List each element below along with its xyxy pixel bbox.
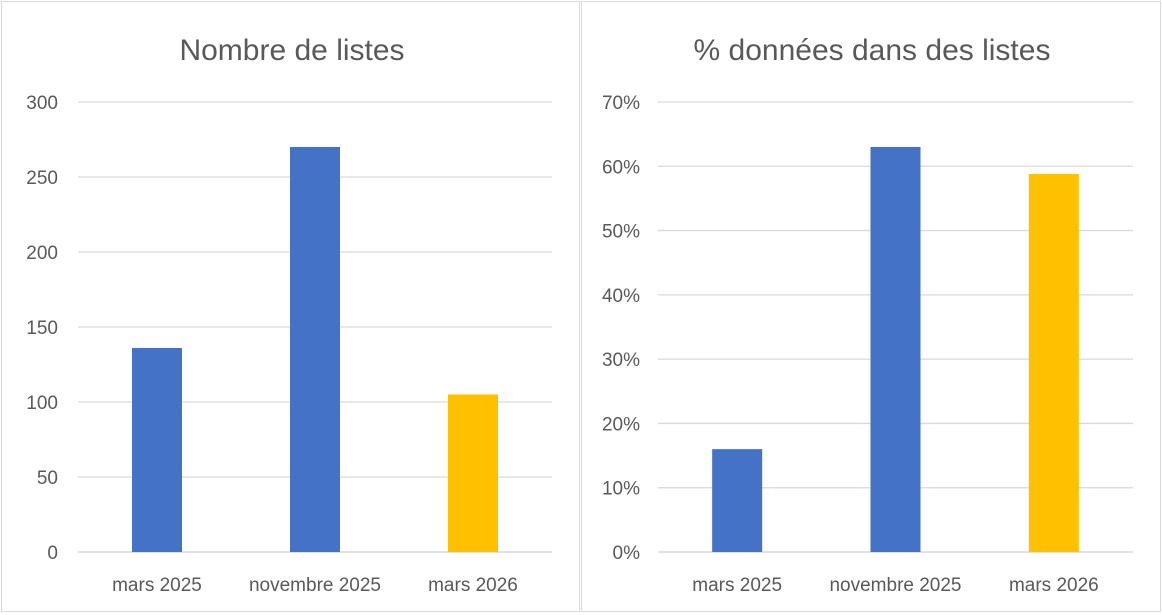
chart-title: % données dans des listes [694, 34, 1051, 67]
x-category-label: mars 2026 [1009, 575, 1099, 596]
x-axis-categories: mars 2025 novembre 2025 mars 2026 [112, 575, 518, 596]
y-tick-label: 50% [602, 222, 640, 243]
y-tick-label: 10% [602, 479, 640, 500]
bars [132, 147, 498, 552]
x-axis-categories: mars 2025 novembre 2025 mars 2026 [692, 575, 1098, 596]
bar-2 [290, 147, 340, 552]
bar-1 [132, 348, 182, 552]
y-axis-ticks: 0% 10% 20% 30% 40% 50% 60% 70% [602, 93, 640, 564]
y-tick-label: 150 [26, 318, 58, 339]
y-tick-label: 100 [26, 393, 58, 414]
bar-1 [712, 449, 763, 552]
chart-svg-nombre-de-listes: Nombre de listes 0 50 100 150 200 250 300 mars… [26, 34, 552, 596]
chart-panel-pourcentage-donnees: % données dans des listes 0% 10% 20% 30% 40%… [581, 1, 1161, 612]
y-tick-label: 300 [26, 93, 58, 114]
y-tick-label: 20% [602, 414, 640, 435]
y-tick-label: 60% [602, 157, 640, 178]
y-tick-label: 40% [602, 286, 640, 307]
y-tick-label: 200 [26, 243, 58, 264]
chart-title: Nombre de listes [179, 34, 404, 67]
x-category-label: mars 2026 [428, 575, 518, 596]
chart-svg-pourcentage-donnees: % données dans des listes 0% 10% 20% 30% 40%… [602, 34, 1133, 596]
bar-2 [870, 147, 921, 552]
x-category-label: mars 2025 [692, 575, 782, 596]
y-tick-label: 0% [613, 543, 641, 564]
y-tick-label: 30% [602, 350, 640, 371]
x-category-label: novembre 2025 [829, 575, 961, 596]
y-tick-label: 50 [37, 468, 58, 489]
y-axis-ticks: 0 50 100 150 200 250 300 [26, 93, 58, 564]
y-tick-label: 0 [47, 543, 58, 564]
bars [712, 147, 1079, 552]
bar-3 [1028, 174, 1079, 552]
chart-panel-nombre-de-listes: Nombre de listes 0 50 100 150 200 250 300 mars… [1, 1, 580, 612]
x-category-label: mars 2025 [112, 575, 202, 596]
x-category-label: novembre 2025 [249, 575, 381, 596]
y-tick-label: 70% [602, 93, 640, 114]
bar-3 [448, 394, 498, 552]
y-tick-label: 250 [26, 168, 58, 189]
